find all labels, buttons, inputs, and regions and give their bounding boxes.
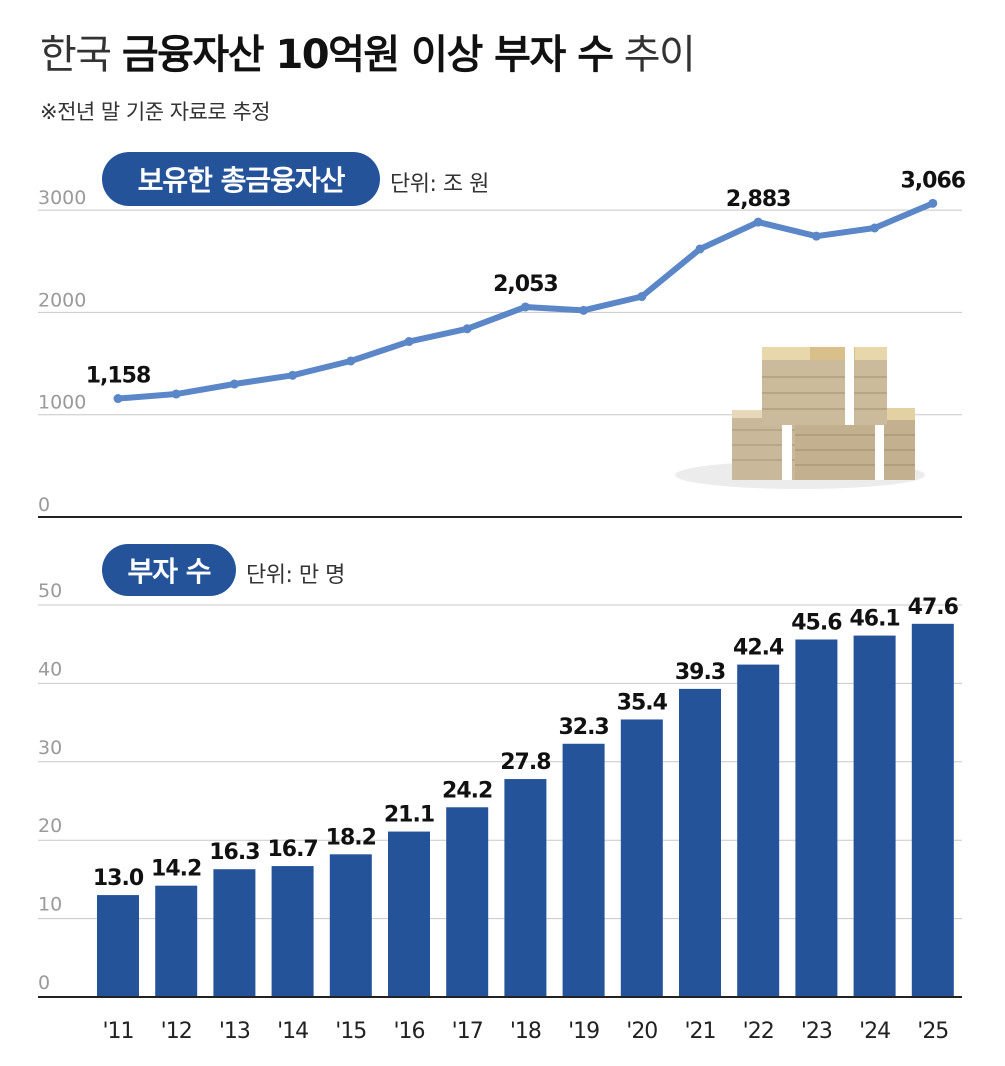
bar-12: [155, 885, 198, 997]
bar-xtick-label-15: '15: [335, 1019, 366, 1044]
bar-xtick-label-18: '18: [510, 1019, 541, 1044]
bar-value-label-25: 47.6: [908, 595, 959, 620]
bar-ytick-label-10: 10: [38, 894, 62, 916]
bar-value-label-18: 27.8: [500, 750, 550, 775]
bar-xtick-label-12: '12: [161, 1019, 192, 1044]
bar-value-label-20: 35.4: [617, 690, 668, 715]
bar-xtick-label-21: '21: [684, 1019, 715, 1044]
bar-xtick-label-23: '23: [801, 1019, 832, 1044]
bar-xtick-label-20: '20: [626, 1019, 657, 1044]
line-point-20: [637, 292, 647, 302]
line-point-15: [346, 356, 356, 366]
bar-22: [737, 664, 780, 997]
line-point-18: [520, 302, 530, 312]
bar-23: [795, 639, 838, 997]
bar-chart-title-pill: 부자 수: [102, 544, 236, 596]
bar-xtick-label-22: '22: [743, 1019, 774, 1044]
line-point-19: [579, 305, 589, 315]
bar-value-label-23: 45.6: [791, 610, 842, 635]
bar-ytick-label-0: 0: [38, 972, 50, 994]
bar-14: [271, 866, 314, 997]
line-point-24: [870, 223, 880, 233]
line-point-11: [113, 394, 123, 404]
line-point-12: [171, 389, 181, 399]
title-part-1: 한국: [40, 32, 112, 78]
bar-value-label-14: 16.7: [267, 837, 317, 862]
line-ytick-label-0: 0: [38, 494, 50, 516]
bar-19: [562, 743, 605, 997]
bar-16: [388, 831, 430, 997]
line-ytick-label-3000: 3000: [38, 187, 86, 209]
line-ytick-label-2000: 2000: [38, 289, 86, 311]
line-point-14: [288, 370, 298, 380]
line-point-13: [229, 379, 239, 389]
bar-ytick-label-40: 40: [38, 658, 62, 680]
bar-xtick-label-24: '24: [859, 1019, 890, 1044]
bar-value-label-21: 39.3: [675, 660, 725, 685]
bar-value-label-22: 42.4: [733, 636, 784, 661]
bar-17: [446, 807, 489, 997]
bar-value-label-16: 21.1: [384, 803, 434, 828]
bar-value-label-11: 13.0: [93, 866, 144, 891]
bar-chart-unit: 단위: 만 명: [246, 563, 345, 588]
bar-ytick-label-30: 30: [38, 737, 62, 759]
bar-xtick-label-11: '11: [102, 1019, 133, 1044]
chart-subtitle: ※전년 말 기준 자료로 추정: [40, 100, 271, 124]
line-point-21: [695, 244, 705, 254]
title-part-2: 금융자산 10억원 이상 부자 수: [121, 32, 614, 78]
bar-xtick-label-16: '16: [393, 1019, 424, 1044]
bar-21: [679, 688, 721, 997]
bar-value-label-19: 32.3: [558, 715, 608, 740]
bar-xtick-label-14: '14: [277, 1019, 308, 1044]
bar-25: [911, 623, 954, 997]
bar-15: [329, 854, 372, 997]
line-point-22: [753, 217, 763, 227]
bar-value-label-17: 24.2: [442, 778, 492, 803]
line-data-label-11: 1,158: [86, 364, 151, 389]
line-data-label-25: 3,066: [901, 168, 966, 193]
line-data-label-22: 2,883: [726, 187, 791, 212]
bar-ytick-label-50: 50: [38, 580, 62, 602]
line-chart-title-pill: 보유한 총금융자산: [102, 152, 380, 206]
bar-18: [504, 779, 547, 997]
bar-ytick-label-20: 20: [38, 815, 62, 837]
bar-xtick-label-19: '19: [568, 1019, 599, 1044]
bar-xtick-label-13: '13: [219, 1019, 250, 1044]
bar-value-label-12: 14.2: [151, 857, 201, 882]
bar-value-label-15: 18.2: [326, 825, 376, 850]
line-point-17: [462, 324, 472, 334]
line-point-25: [928, 198, 938, 208]
bar-value-label-13: 16.3: [209, 840, 259, 865]
bar-11: [97, 895, 139, 997]
bar-xtick-label-17: '17: [452, 1019, 483, 1044]
bar-xtick-label-25: '25: [917, 1019, 948, 1044]
bar-value-label-24: 46.1: [849, 607, 899, 632]
line-data-label-18: 2,053: [493, 272, 558, 297]
title-part-3: 추이: [623, 32, 696, 78]
money-stacks-illustration: [675, 347, 925, 489]
bar-24: [853, 635, 896, 997]
chart-title: 한국 금융자산 10억원 이상 부자 수 추이: [40, 22, 696, 80]
line-ytick-label-1000: 1000: [38, 392, 86, 414]
line-chart-unit: 단위: 조 원: [390, 172, 489, 197]
line-point-16: [404, 337, 414, 347]
bar-13: [213, 869, 256, 997]
bar-20: [620, 719, 663, 997]
line-point-23: [811, 231, 821, 241]
